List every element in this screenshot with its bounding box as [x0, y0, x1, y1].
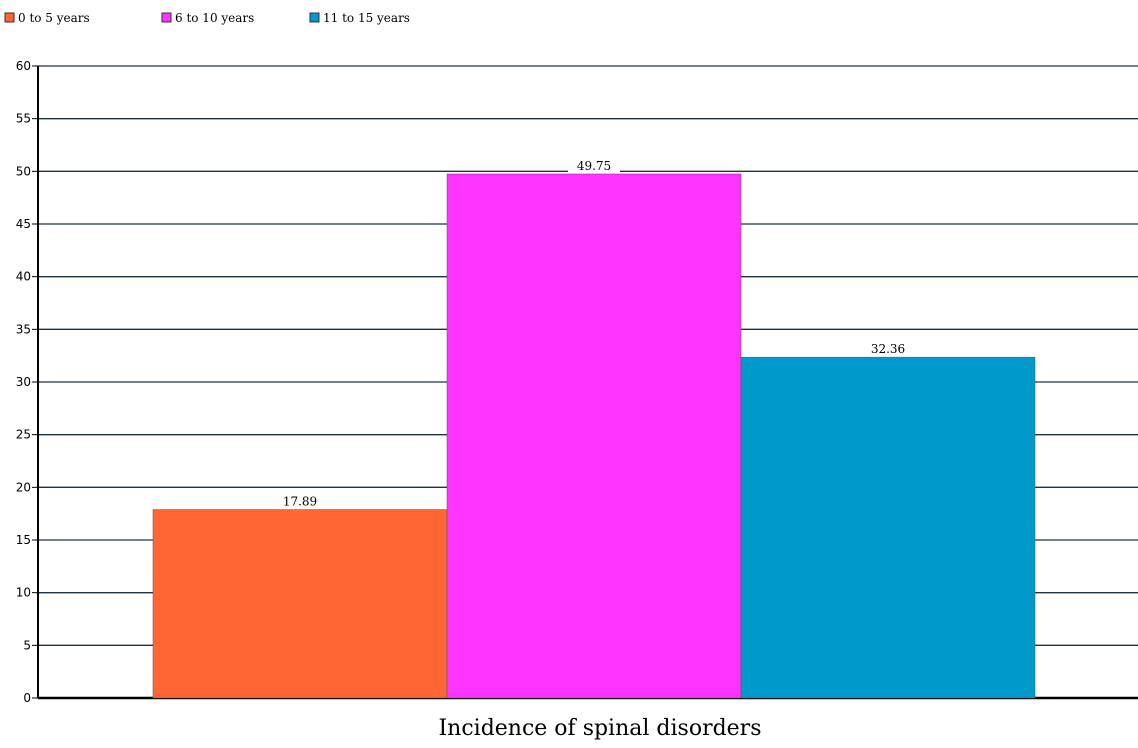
- legend-label: 11 to 15 years: [323, 11, 410, 25]
- bar: [446, 173, 742, 699]
- value-label: 49.75: [577, 159, 611, 173]
- y-tick-label: 30: [16, 375, 31, 389]
- value-labels: 17.89 49.75 32.36: [274, 157, 914, 509]
- y-tick-label: 25: [16, 428, 31, 442]
- bar: [740, 356, 1036, 699]
- y-tick-label: 5: [23, 638, 31, 652]
- legend: 0 to 5 years 6 to 10 years 11 to 15 years: [4, 11, 410, 25]
- bars: [152, 173, 1036, 699]
- value-label-bg: [568, 157, 620, 173]
- y-axis-ticks: 0 5 10 15 20 25 30 35 40 45 50 55 60: [16, 59, 38, 705]
- y-tick-label: 10: [16, 586, 31, 600]
- bar: [152, 509, 448, 699]
- value-label: 17.89: [283, 495, 317, 509]
- value-label: 32.36: [871, 342, 905, 356]
- value-label-bg: [274, 493, 326, 509]
- legend-swatch: [161, 12, 172, 23]
- y-tick-label: 50: [16, 164, 31, 178]
- value-label-bg: [862, 341, 914, 357]
- y-tick-label: 55: [16, 112, 31, 126]
- x-axis-label: Incidence of spinal disorders: [438, 716, 761, 741]
- y-tick-label: 20: [16, 480, 31, 494]
- y-tick-label: 0: [23, 691, 31, 705]
- legend-swatch: [4, 12, 15, 23]
- y-tick-label: 15: [16, 533, 31, 547]
- legend-label: 6 to 10 years: [175, 11, 254, 25]
- y-tick-label: 60: [16, 59, 31, 73]
- legend-swatch: [309, 12, 320, 23]
- y-tick-label: 40: [16, 270, 31, 284]
- y-tick-label: 35: [16, 322, 31, 336]
- y-tick-label: 45: [16, 217, 31, 231]
- legend-label: 0 to 5 years: [18, 11, 90, 25]
